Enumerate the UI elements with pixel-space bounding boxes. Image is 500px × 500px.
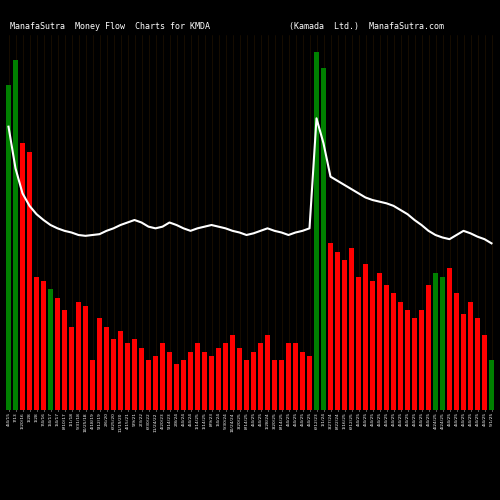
Bar (426, 285, 432, 410)
Bar (104, 326, 110, 410)
Bar (236, 348, 242, 410)
Bar (20, 144, 26, 410)
Bar (348, 248, 354, 410)
Bar (258, 344, 264, 410)
Bar (216, 348, 222, 410)
Bar (398, 302, 404, 410)
Bar (40, 281, 46, 410)
Bar (432, 272, 438, 410)
Bar (488, 360, 494, 410)
Bar (454, 294, 460, 410)
Bar (384, 285, 390, 410)
Bar (468, 302, 473, 410)
Bar (48, 289, 54, 410)
Bar (26, 152, 32, 410)
Bar (264, 335, 270, 410)
Bar (76, 302, 82, 410)
Bar (356, 276, 362, 410)
Bar (286, 344, 292, 410)
Bar (474, 318, 480, 410)
Bar (12, 60, 18, 410)
Bar (250, 352, 256, 410)
Bar (138, 348, 144, 410)
Bar (96, 318, 102, 410)
Bar (440, 276, 446, 410)
Bar (160, 344, 166, 410)
Bar (446, 268, 452, 410)
Bar (278, 360, 284, 410)
Bar (328, 244, 334, 410)
Bar (412, 318, 418, 410)
Bar (110, 339, 116, 410)
Text: ManafaSutra  Money Flow  Charts for KMDA: ManafaSutra Money Flow Charts for KMDA (10, 22, 210, 31)
Bar (180, 360, 186, 410)
Bar (62, 310, 68, 410)
Bar (314, 52, 320, 410)
Bar (404, 310, 410, 410)
Bar (34, 276, 40, 410)
Bar (418, 310, 424, 410)
Bar (230, 335, 235, 410)
Bar (390, 294, 396, 410)
Bar (460, 314, 466, 410)
Bar (306, 356, 312, 410)
Bar (174, 364, 180, 410)
Bar (6, 85, 12, 410)
Bar (292, 344, 298, 410)
Bar (202, 352, 207, 410)
Text: (Kamada  Ltd.)  ManafaSutra.com: (Kamada Ltd.) ManafaSutra.com (289, 22, 444, 31)
Bar (146, 360, 152, 410)
Bar (376, 272, 382, 410)
Bar (244, 360, 250, 410)
Bar (82, 306, 88, 410)
Bar (342, 260, 347, 410)
Bar (482, 335, 488, 410)
Bar (90, 360, 96, 410)
Bar (194, 344, 200, 410)
Bar (166, 352, 172, 410)
Bar (118, 331, 124, 410)
Bar (222, 344, 228, 410)
Bar (54, 298, 60, 410)
Bar (132, 339, 138, 410)
Bar (320, 68, 326, 410)
Bar (370, 281, 376, 410)
Bar (300, 352, 306, 410)
Bar (362, 264, 368, 410)
Bar (152, 356, 158, 410)
Bar (124, 344, 130, 410)
Bar (68, 326, 74, 410)
Bar (188, 352, 194, 410)
Bar (208, 356, 214, 410)
Bar (272, 360, 278, 410)
Bar (334, 252, 340, 410)
